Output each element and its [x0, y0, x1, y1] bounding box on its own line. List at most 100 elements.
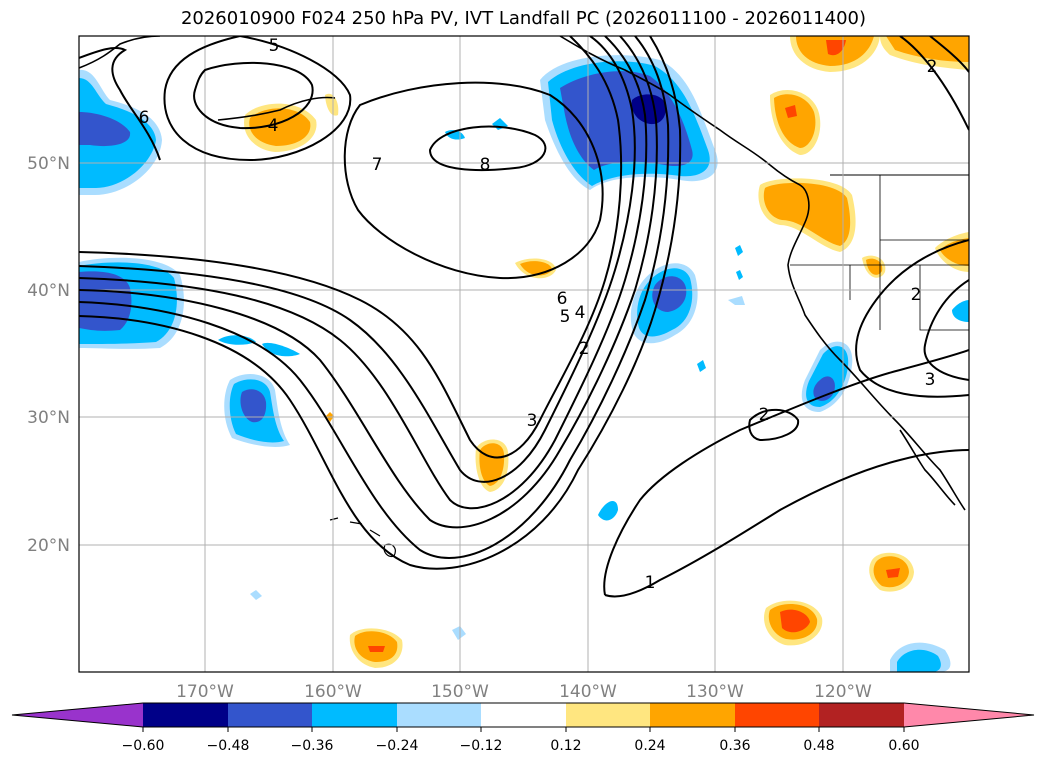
contour-label: 8 [480, 155, 491, 175]
lon-label: 140°W [559, 682, 617, 702]
colorbar-segment [12, 703, 143, 727]
pv-contour-ne2 [929, 36, 969, 73]
pv-contour-8 [428, 125, 547, 172]
colorbar-tick-label: −0.36 [291, 738, 334, 754]
negative-anomaly [736, 270, 743, 280]
contour-label: 3 [527, 411, 538, 431]
pv-contour-1 [603, 349, 969, 596]
positive-anomaly [368, 646, 385, 652]
negative-anomaly [652, 276, 687, 312]
contour-label: 6 [139, 108, 150, 128]
colorbar-tick-label: −0.60 [122, 738, 165, 754]
map-panel: 5 6 4 7 8 6 5 4 2 3 2 1 2 3 2 [79, 36, 969, 672]
contour-labels: 5 6 4 7 8 6 5 4 2 3 2 1 2 3 2 [139, 36, 938, 593]
hawaii-islands [329, 517, 396, 557]
colorbar-tick-label: −0.12 [460, 738, 503, 754]
baja-coast [899, 429, 956, 506]
colorbar-tick-label: −0.48 [207, 738, 250, 754]
colorbar-segment [143, 703, 228, 727]
colorbar-segment [735, 703, 819, 727]
lat-label: 50°N [27, 154, 70, 174]
negative-anomaly [952, 300, 969, 322]
contour-label: 1 [645, 573, 656, 593]
pv-contour [79, 36, 670, 559]
negative-anomaly [735, 245, 743, 256]
contour-label: 2 [911, 285, 922, 305]
pv-contour-3 [923, 279, 969, 381]
figure-title: 2026010900 F024 250 hPa PV, IVT Landfall… [180, 8, 867, 29]
lon-label: 170°W [176, 682, 234, 702]
contour-label: 4 [575, 303, 586, 323]
positive-anomaly [886, 36, 969, 62]
negative-anomaly [598, 500, 618, 521]
negative-anomaly [250, 590, 262, 600]
positive-anomaly [763, 182, 851, 246]
contour-label: 3 [925, 370, 936, 390]
pv-contour-2 [855, 239, 969, 398]
positive-anomaly [780, 609, 810, 633]
negative-anomaly [79, 112, 131, 147]
lon-label: 150°W [431, 682, 489, 702]
contour-label: 7 [372, 155, 383, 175]
negative-anomaly [897, 649, 941, 672]
gridlines [79, 36, 969, 672]
colorbar-tick-label: 0.60 [888, 738, 919, 754]
colorbar-tick-label: 0.12 [550, 738, 581, 754]
pv-contour-5 [163, 36, 352, 162]
lat-label: 40°N [27, 281, 70, 301]
pv-contour-2b [748, 408, 800, 442]
contour-label: 2 [579, 339, 590, 359]
lon-labels: 170°W 160°W 150°W 140°W 130°W 120°W [176, 682, 872, 702]
lat-label: 20°N [27, 536, 70, 556]
negative-anomaly [697, 360, 706, 372]
positive-anomaly [249, 108, 311, 146]
colorbar-segment [566, 703, 650, 727]
positive-anomaly [774, 94, 816, 148]
colorbar-segment [819, 703, 904, 727]
negative-anomaly [240, 389, 267, 423]
positive-anomaly [940, 238, 969, 266]
lon-label: 120°W [814, 682, 872, 702]
lat-label: 30°N [27, 408, 70, 428]
colorbar-tick-label: 0.36 [719, 738, 750, 754]
us-state-borders [790, 175, 969, 331]
map-frame [78, 35, 970, 673]
colorbar: −0.60 −0.48 −0.36 −0.24 −0.12 0.12 0.24 … [11, 702, 1035, 754]
contour-label: 2 [759, 405, 770, 425]
negative-anomaly [728, 296, 745, 305]
pv-contour-left [79, 47, 161, 161]
pv-contour-4 [193, 61, 314, 130]
negative-anomaly [631, 94, 666, 125]
pv-contour [79, 36, 658, 529]
negative-anomaly [262, 342, 300, 357]
positive-anomaly [325, 93, 339, 116]
contour-label: 5 [560, 307, 571, 327]
positive-anomaly [886, 568, 900, 578]
contour-label: 6 [557, 289, 568, 309]
colorbar-segment [650, 703, 735, 727]
pv-contour [79, 36, 636, 483]
negative-anomaly [813, 376, 835, 401]
pv-contour [79, 36, 648, 510]
lon-label: 160°W [304, 682, 362, 702]
colorbar-outline [11, 702, 1035, 728]
positive-anomaly [866, 258, 883, 275]
pv-contours [79, 36, 969, 598]
colorbar-tick-label: 0.24 [634, 738, 665, 754]
colorbar-tick-label: 0.48 [803, 738, 834, 754]
colorbar-segment [481, 703, 566, 727]
contour-label: 2 [927, 57, 938, 77]
pv-contour-7 [343, 81, 604, 280]
lon-label: 130°W [686, 682, 744, 702]
pv-contour [79, 36, 623, 459]
negative-anomaly [452, 626, 466, 640]
lat-labels: 50°N 40°N 30°N 20°N [27, 154, 70, 556]
colorbar-segment [397, 703, 481, 727]
colorbar-segment [228, 703, 312, 727]
pv-contour-1b [604, 449, 969, 598]
colorbar-segment [312, 703, 397, 727]
pv-contour-ne [899, 36, 969, 131]
colorbar-tick-label: −0.24 [376, 738, 419, 754]
colorbar-segment [904, 703, 1034, 727]
contour-label: 5 [269, 36, 280, 56]
